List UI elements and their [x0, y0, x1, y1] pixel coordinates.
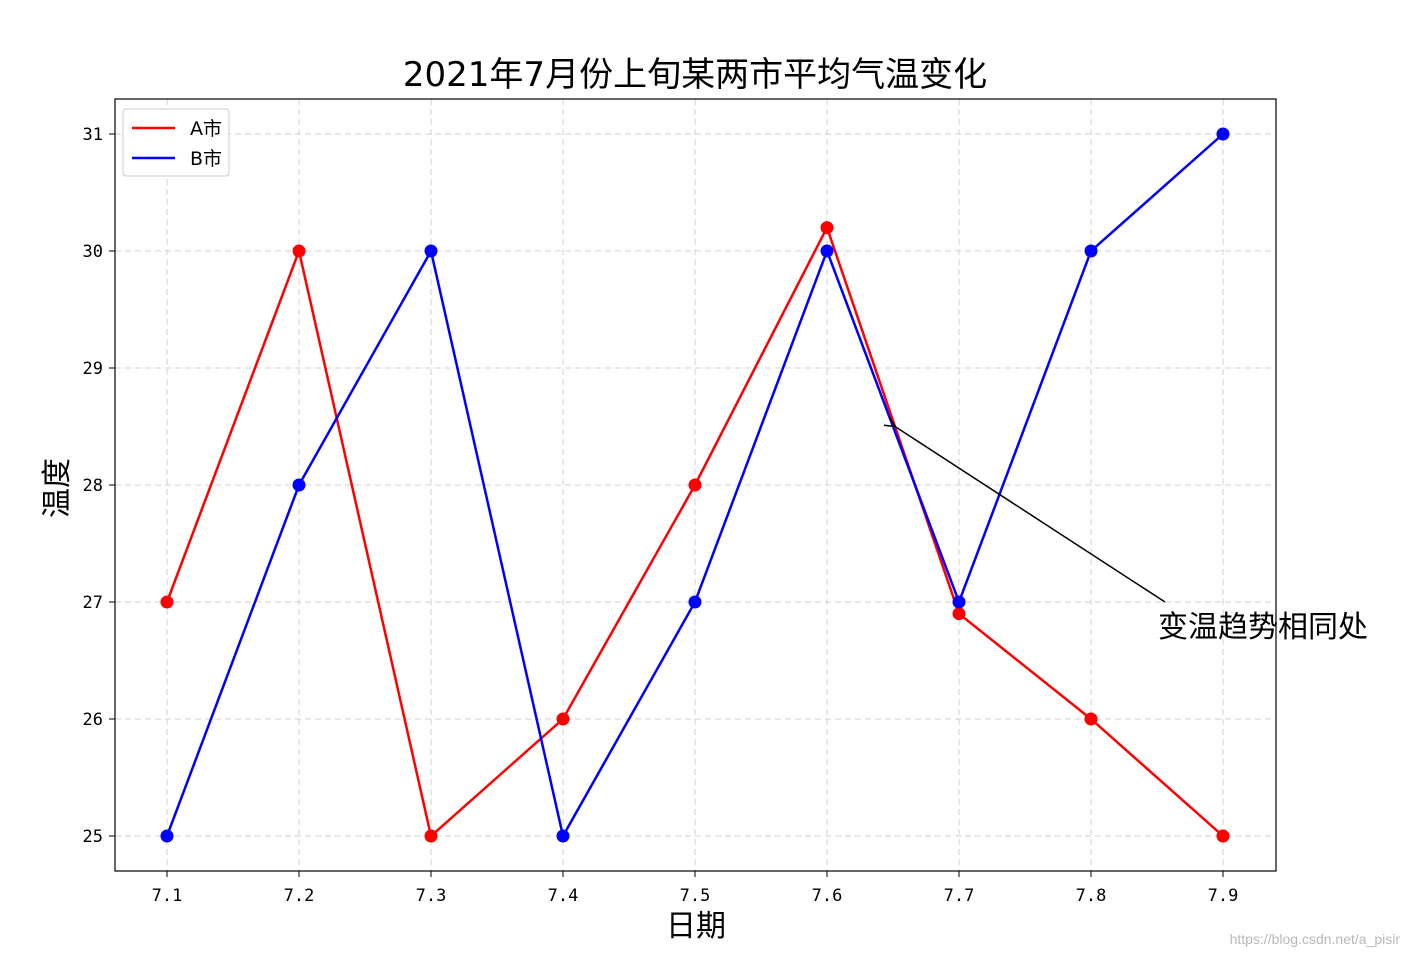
data-point-a: [1084, 712, 1098, 726]
x-tick-label: 7.4: [548, 886, 579, 906]
data-point-a: [556, 712, 570, 726]
annotation-text: 变温趋势相同处: [1158, 610, 1368, 645]
annotation: 变温趋势相同处: [895, 427, 1368, 645]
data-point-a: [820, 221, 834, 235]
data-point-a: [292, 244, 306, 258]
y-axis-label: 温度: [40, 458, 75, 518]
y-tick-label: 30: [83, 242, 103, 262]
data-point-a: [952, 607, 966, 621]
data-point-b: [292, 478, 306, 492]
y-tick-label: 31: [83, 125, 103, 145]
x-tick-label: 7.8: [1076, 886, 1107, 906]
data-point-b: [424, 244, 438, 258]
x-tick-label: 7.5: [680, 886, 711, 906]
data-point-b: [1084, 244, 1098, 258]
x-tick-label: 7.7: [944, 886, 975, 906]
data-point-b: [1216, 127, 1230, 141]
y-axis-ticks: 25 26 27 28 29 30 31: [83, 125, 115, 847]
legend-label-b: B市: [190, 148, 222, 170]
data-point-b: [952, 595, 966, 609]
x-tick-label: 7.6: [812, 886, 843, 906]
data-point-a: [424, 829, 438, 843]
legend-label-a: A市: [190, 118, 222, 140]
y-tick-label: 26: [83, 710, 103, 730]
series-layer: [160, 127, 1230, 843]
y-tick-label: 27: [83, 593, 103, 613]
y-tick-label: 28: [83, 476, 103, 496]
data-point-a: [1216, 829, 1230, 843]
watermark: https://blog.csdn.net/a_pisir: [1230, 931, 1401, 947]
x-tick-label: 7.9: [1208, 886, 1239, 906]
legend: A市 B市: [122, 108, 230, 177]
x-axis-label: 日期: [666, 909, 726, 944]
data-point-b: [688, 595, 702, 609]
annotation-arrow: [895, 427, 1166, 603]
x-tick-label: 7.1: [152, 886, 183, 906]
chart-title: 2021年7月份上旬某两市平均气温变化: [403, 55, 987, 95]
y-tick-label: 29: [83, 359, 103, 379]
data-point-b: [556, 829, 570, 843]
data-point-b: [160, 829, 174, 843]
data-point-b: [820, 244, 834, 258]
data-point-a: [160, 595, 174, 609]
x-tick-label: 7.3: [416, 886, 447, 906]
x-axis-ticks: 7.1 7.2 7.3 7.4 7.5 7.6 7.7 7.8 7.9: [152, 871, 1239, 906]
data-point-a: [688, 478, 702, 492]
x-tick-label: 7.2: [284, 886, 315, 906]
y-tick-label: 25: [83, 827, 103, 847]
